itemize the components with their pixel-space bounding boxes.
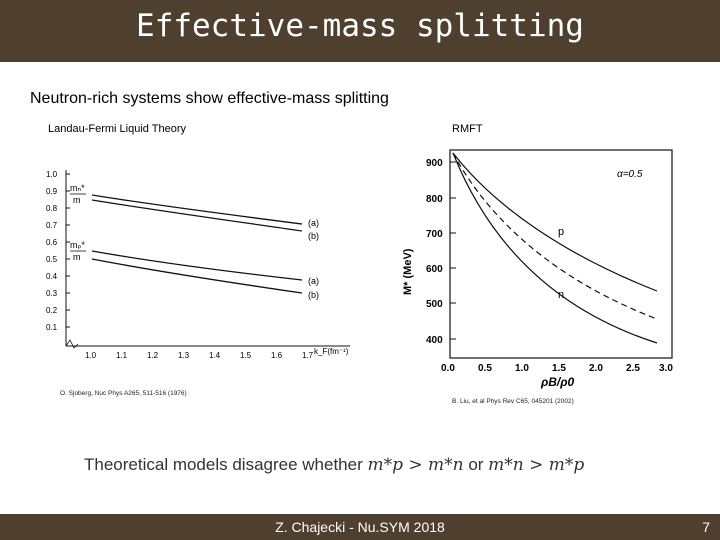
left-x-tick: 1.5 xyxy=(240,351,252,360)
right-y-tick: 700 xyxy=(426,229,443,240)
left-axis-break xyxy=(65,339,79,349)
right-figure: 900 800 700 600 500 400 0.0 0.5 1.0 1.5 … xyxy=(402,149,673,389)
right-citation: B. Liu, et al Phys Rev C65, 045201 (2002… xyxy=(452,398,574,405)
right-y-tick: 900 xyxy=(426,158,443,169)
left-x-tick: 1.0 xyxy=(85,351,97,360)
right-x-label: ρB/ρ0 xyxy=(540,375,575,389)
right-curve-p-label: p xyxy=(558,226,564,238)
neutron-ratio-bottom: m xyxy=(73,195,81,205)
alpha-label: α=0.5 xyxy=(617,169,643,180)
page-number: 7 xyxy=(702,519,710,535)
left-x-tick: 1.7 xyxy=(302,351,314,360)
left-curve-p-b xyxy=(91,258,303,294)
right-x-tick: 1.5 xyxy=(552,363,566,374)
right-y-label: M* (MeV) xyxy=(402,248,414,295)
bottom-text-prefix: Theoretical models disagree whether xyxy=(84,455,368,474)
left-y-tick: 1.0 xyxy=(46,170,58,179)
left-y-tick: 0.3 xyxy=(46,289,58,298)
right-y-tick: 500 xyxy=(426,299,443,310)
proton-ratio-bottom: m xyxy=(73,252,81,262)
left-y-tick: 0.7 xyxy=(46,221,58,230)
proton-mass-ratio-label: mₚ* m xyxy=(70,240,86,262)
right-y-tick: 600 xyxy=(426,264,443,275)
left-curve-p-a xyxy=(91,250,303,281)
right-curve-p xyxy=(452,152,658,292)
slide-title: Effective-mass splitting xyxy=(136,8,584,44)
left-y-tick: 0.4 xyxy=(46,272,58,281)
right-x-tick: 0.5 xyxy=(478,363,492,374)
left-x-tick: 1.2 xyxy=(147,351,159,360)
right-x-ticks: 0.0 0.5 1.0 1.5 2.0 2.5 3.0 xyxy=(441,363,673,374)
left-x-tick: 1.1 xyxy=(116,351,128,360)
right-curve-n-label: n xyxy=(558,289,564,301)
right-y-ticks: 900 800 700 600 500 400 xyxy=(426,158,456,346)
left-curve-label: (a) xyxy=(308,218,319,228)
left-curve-label: (b) xyxy=(308,231,319,241)
proton-ratio-top: mₚ* xyxy=(70,240,85,250)
left-curve-n-b xyxy=(91,199,303,232)
title-bar xyxy=(0,0,720,62)
left-x-tick: 1.4 xyxy=(209,351,221,360)
left-x-unit: k_F(fm⁻¹) xyxy=(314,347,349,356)
right-x-tick: 0.0 xyxy=(441,363,455,374)
right-x-tick: 2.5 xyxy=(626,363,640,374)
left-y-tick: 0.1 xyxy=(46,323,58,332)
slide-subtitle: Neutron-rich systems show effective-mass… xyxy=(30,90,389,107)
neutron-mass-ratio-label: mₙ* m xyxy=(70,183,86,205)
right-x-tick: 2.0 xyxy=(589,363,603,374)
right-panel-label: RMFT xyxy=(452,123,483,135)
bottom-statement: Theoretical models disagree whether m*p … xyxy=(84,455,584,475)
left-panel-label: Landau-Fermi Liquid Theory xyxy=(48,123,186,135)
right-y-tick: 400 xyxy=(426,335,443,346)
footer-bar xyxy=(0,514,720,540)
bottom-text-or: or xyxy=(463,455,489,474)
footer-text: Z. Chajecki - Nu.SYM 2018 xyxy=(275,519,445,535)
left-curve-label: (b) xyxy=(308,290,319,300)
left-figure: 1.0 0.9 0.8 0.7 0.6 0.5 0.4 0.3 0.2 0.1 … xyxy=(46,170,350,360)
left-x-tick: 1.6 xyxy=(271,351,283,360)
right-curve-n xyxy=(452,152,658,344)
inequality-p-gt-n: m*p > m*n xyxy=(367,455,464,475)
neutron-ratio-top: mₙ* xyxy=(70,183,85,193)
right-x-tick: 3.0 xyxy=(659,363,673,374)
left-citation: O. Sjoberg, Nuc Phys A265, 511-516 (1976… xyxy=(60,390,187,397)
left-curve-label: (a) xyxy=(308,276,319,286)
left-y-tick: 0.2 xyxy=(46,306,58,315)
inequality-n-gt-p: m*n > m*p xyxy=(488,455,585,475)
right-curve-avg xyxy=(452,152,658,320)
left-y-ticks: 1.0 0.9 0.8 0.7 0.6 0.5 0.4 0.3 0.2 0.1 xyxy=(46,170,70,332)
left-curve-n-a xyxy=(91,194,303,225)
left-x-tick: 1.3 xyxy=(178,351,190,360)
left-y-tick: 0.5 xyxy=(46,255,58,264)
right-x-tick: 1.0 xyxy=(515,363,529,374)
left-y-tick: 0.8 xyxy=(46,204,58,213)
right-y-tick: 800 xyxy=(426,194,443,205)
left-x-ticks: 1.0 1.1 1.2 1.3 1.4 1.5 1.6 1.7 k_F(fm⁻¹… xyxy=(85,347,349,360)
left-y-tick: 0.6 xyxy=(46,238,58,247)
right-plot-frame xyxy=(449,149,673,359)
left-y-tick: 0.9 xyxy=(46,187,58,196)
